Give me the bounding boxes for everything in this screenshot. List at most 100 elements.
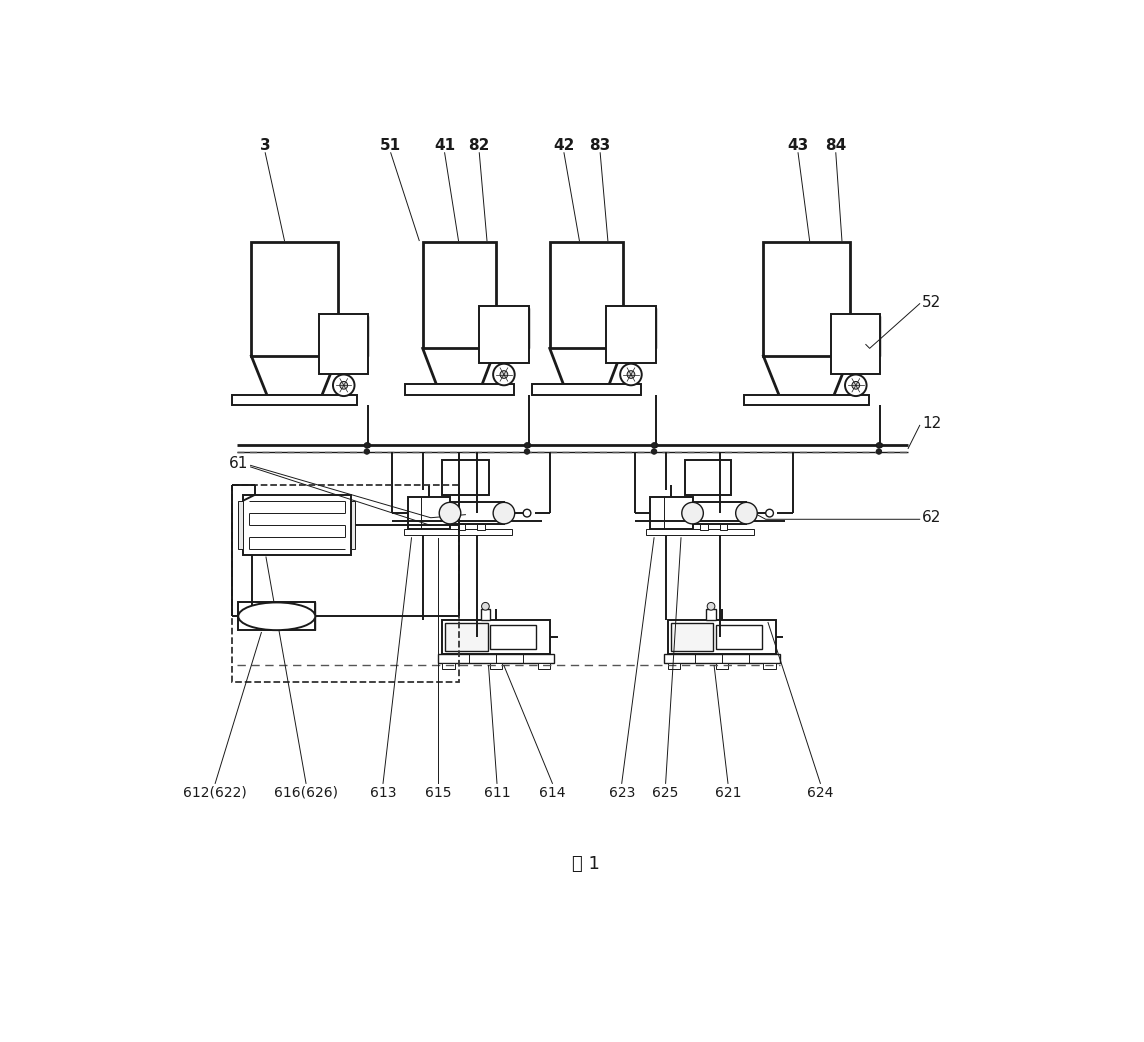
Bar	[458, 524, 466, 530]
Bar	[763, 664, 776, 669]
Circle shape	[627, 371, 635, 378]
Text: 611: 611	[484, 786, 510, 799]
Bar	[668, 664, 681, 669]
Bar	[243, 495, 351, 554]
Text: 51: 51	[380, 138, 402, 153]
Circle shape	[879, 443, 883, 448]
Bar	[538, 664, 550, 669]
Circle shape	[876, 449, 882, 454]
Bar	[443, 664, 454, 669]
Circle shape	[653, 443, 658, 448]
Circle shape	[620, 364, 642, 386]
Text: 62: 62	[922, 511, 942, 525]
Text: 621: 621	[715, 786, 741, 799]
Bar	[490, 625, 537, 649]
Circle shape	[493, 502, 515, 524]
Bar	[490, 664, 502, 669]
Bar	[238, 501, 243, 548]
Bar	[351, 501, 356, 548]
Bar	[320, 316, 368, 356]
Bar	[477, 524, 485, 530]
Circle shape	[765, 510, 773, 517]
Bar	[438, 654, 554, 664]
Text: 615: 615	[426, 786, 452, 799]
Bar	[422, 242, 495, 348]
Text: 图 1: 图 1	[572, 855, 601, 873]
Bar	[532, 383, 641, 395]
Text: 42: 42	[554, 138, 574, 153]
Bar	[443, 620, 550, 654]
Text: 613: 613	[370, 786, 396, 799]
Bar	[685, 460, 731, 495]
Circle shape	[333, 374, 355, 396]
Circle shape	[651, 449, 657, 454]
Bar	[404, 529, 511, 536]
Circle shape	[876, 443, 882, 448]
Bar	[700, 524, 708, 530]
Text: 614: 614	[539, 786, 565, 799]
Bar	[763, 242, 850, 356]
Text: 52: 52	[922, 295, 942, 309]
Bar	[646, 529, 754, 536]
Bar	[716, 625, 762, 649]
Bar	[692, 502, 747, 524]
Bar	[407, 497, 450, 529]
Circle shape	[523, 510, 531, 517]
Circle shape	[682, 502, 704, 524]
Text: 3: 3	[260, 138, 270, 153]
Text: 624: 624	[808, 786, 834, 799]
Circle shape	[493, 364, 515, 386]
Bar	[716, 664, 728, 669]
Text: 84: 84	[825, 138, 847, 153]
Text: 83: 83	[589, 138, 611, 153]
Bar	[707, 610, 716, 620]
Circle shape	[524, 449, 530, 454]
Bar	[672, 623, 714, 651]
Circle shape	[500, 371, 508, 378]
Bar	[650, 497, 692, 529]
Ellipse shape	[238, 602, 316, 630]
Text: 82: 82	[469, 138, 490, 153]
Text: 625: 625	[652, 786, 678, 799]
Bar	[720, 524, 728, 530]
Bar	[238, 602, 316, 630]
Bar	[832, 314, 881, 374]
Bar	[232, 395, 357, 405]
Bar	[405, 383, 514, 395]
Bar	[232, 486, 459, 681]
Circle shape	[482, 602, 490, 611]
Bar	[833, 316, 881, 356]
Circle shape	[524, 443, 530, 448]
Circle shape	[526, 443, 531, 448]
Circle shape	[852, 381, 859, 389]
Circle shape	[439, 502, 461, 524]
Bar	[668, 620, 776, 654]
Circle shape	[364, 449, 370, 454]
Circle shape	[364, 443, 370, 448]
Text: 616(626): 616(626)	[275, 786, 337, 799]
Circle shape	[651, 443, 657, 448]
Circle shape	[707, 602, 715, 611]
Circle shape	[736, 502, 757, 524]
Bar	[744, 395, 869, 405]
Bar	[445, 623, 487, 651]
Circle shape	[340, 381, 348, 389]
Text: 61: 61	[229, 456, 248, 471]
Text: 612(622): 612(622)	[183, 786, 247, 799]
Circle shape	[845, 374, 867, 396]
Text: 623: 623	[609, 786, 635, 799]
Bar	[664, 654, 779, 664]
Text: 43: 43	[787, 138, 809, 153]
Bar	[450, 502, 503, 524]
Circle shape	[366, 443, 371, 448]
Text: 41: 41	[434, 138, 455, 153]
Bar	[319, 314, 368, 374]
Bar	[480, 308, 529, 348]
Bar	[443, 460, 488, 495]
Text: 12: 12	[922, 417, 942, 431]
Bar	[606, 306, 656, 363]
Bar	[479, 306, 529, 363]
Bar	[480, 610, 490, 620]
Bar	[252, 242, 337, 356]
Bar	[550, 242, 622, 348]
